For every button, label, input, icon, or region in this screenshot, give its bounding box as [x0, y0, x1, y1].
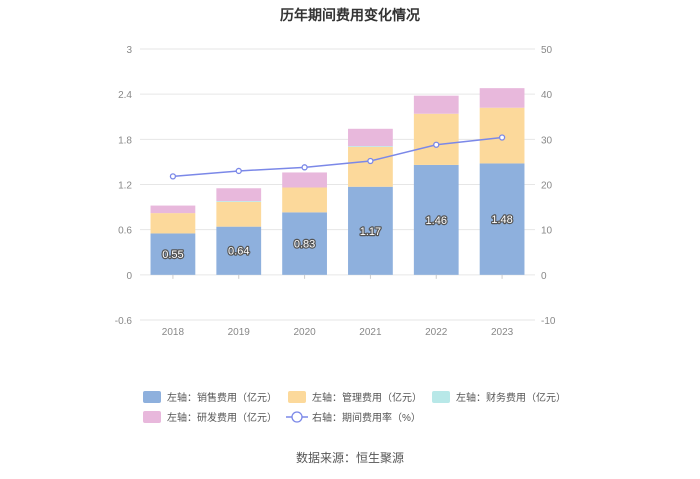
bar-segment: [150, 213, 196, 234]
legend-marker: [291, 411, 303, 423]
bar-segment: [150, 205, 196, 214]
right-tick-label: 0: [541, 271, 547, 282]
bar-segment: [348, 146, 393, 187]
bar-segment: [348, 128, 393, 147]
bar-data-label: 0.83: [294, 239, 315, 251]
line-point: [367, 157, 374, 165]
chart-title: 历年期间费用变化情况: [280, 7, 420, 23]
line-point: [433, 141, 440, 148]
x-tick-label: 2023: [491, 327, 514, 338]
right-tick-label: 50: [541, 45, 553, 56]
bar-segment: [282, 212, 327, 275]
line-point: [235, 167, 242, 175]
legend-item: 左轴：财务费用（亿元）: [432, 391, 566, 404]
bar-segment: [216, 188, 262, 202]
bar-segment: [216, 201, 262, 227]
line-path: [172, 136, 503, 178]
legend-swatch: [143, 391, 161, 403]
right-tick-label: 10: [541, 226, 553, 237]
bar-segment: [282, 172, 327, 188]
legend-item: 左轴：管理费用（亿元）: [288, 391, 422, 404]
legend: 左轴：销售费用（亿元） 左轴：管理费用（亿元） 左轴：财务费用（亿元） 左轴：研发费用…: [143, 391, 566, 424]
right-tick-label: 30: [541, 135, 553, 146]
bar-segment: [413, 164, 459, 275]
bar-segment: [216, 226, 262, 275]
legend-item: 左轴：研发费用（亿元）: [143, 411, 277, 424]
left-tick-label: 3: [126, 45, 132, 56]
bar-segment: [413, 113, 459, 165]
right-tick-label: -10: [541, 316, 556, 327]
legend-item: 右轴：期间费用率（%）: [286, 411, 421, 424]
gridlines: [140, 48, 535, 321]
bar-series: [150, 88, 525, 275]
legend-label: 左轴：销售费用（亿元）: [167, 391, 277, 404]
x-tick-label: 2018: [162, 327, 185, 338]
bar-data-label: 1.17: [360, 226, 381, 238]
bar-segment: [348, 146, 393, 147]
x-axis: 2018 2019 2020 2021 2022 2023: [162, 274, 514, 338]
line-point: [498, 134, 506, 141]
legend-label: 左轴：研发费用（亿元）: [167, 411, 277, 424]
line-series: [169, 134, 506, 180]
legend-label: 左轴：财务费用（亿元）: [456, 391, 566, 404]
legend-label: 左轴：管理费用（亿元）: [312, 391, 422, 404]
bar-data-label: 0.55: [162, 249, 183, 261]
bar-segment: [282, 187, 327, 213]
right-tick-label: 40: [541, 90, 553, 101]
left-tick-label: 1.2: [118, 181, 132, 192]
right-tick-label: 20: [541, 181, 553, 192]
bar-segment: [479, 88, 525, 108]
x-tick-label: 2022: [425, 327, 448, 338]
bar-segment: [150, 233, 196, 275]
legend-item: 左轴：销售费用（亿元）: [143, 391, 277, 404]
right-axis: 50 40 30 20 10 0 -10: [541, 45, 556, 327]
left-tick-label: 1.8: [118, 135, 132, 146]
bar-data-labels: 0.55 0.64 0.83 1.17 1.46 1.48: [161, 213, 514, 262]
left-tick-label: 0.6: [118, 226, 132, 237]
legend-swatch: [432, 391, 450, 403]
bar-data-label: 1.48: [491, 214, 512, 226]
left-axis: 3 2.4 1.8 1.2 0.6 0 -0.6: [115, 45, 133, 327]
bar-segment: [348, 186, 393, 275]
left-tick-label: -0.6: [115, 316, 133, 327]
bar-segment: [216, 201, 262, 202]
bar-segment: [413, 95, 459, 114]
x-tick-label: 2021: [359, 327, 382, 338]
legend-label: 右轴：期间费用率（%）: [312, 411, 421, 424]
x-tick-label: 2020: [293, 327, 316, 338]
source-note: 数据来源：恒生聚源: [296, 450, 404, 465]
x-tick-label: 2019: [228, 327, 251, 338]
line-point: [301, 164, 308, 171]
line-point: [169, 173, 177, 180]
left-tick-label: 2.4: [118, 90, 132, 101]
bar-segment: [479, 163, 525, 275]
legend-swatch: [143, 411, 161, 423]
left-tick-label: 0: [126, 271, 132, 282]
bar-data-label: 0.64: [228, 246, 249, 258]
legend-swatch: [288, 391, 306, 403]
bar-data-label: 1.46: [426, 215, 447, 227]
